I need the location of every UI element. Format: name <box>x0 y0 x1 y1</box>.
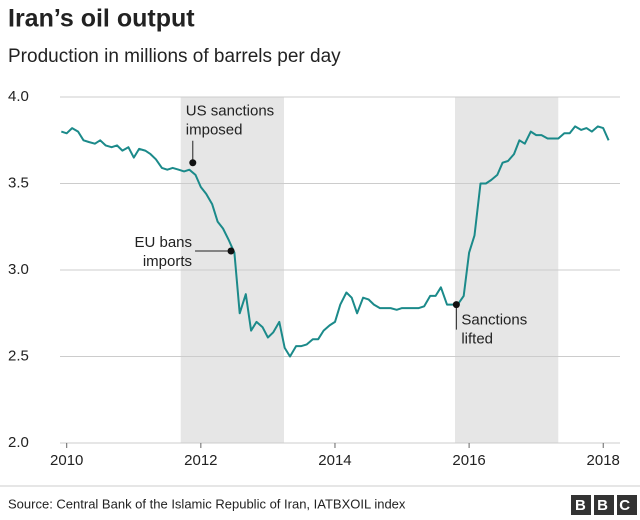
annotation-text: lifted <box>461 331 493 348</box>
x-tick-label: 2016 <box>452 452 485 469</box>
annotation-text: EU bans <box>134 234 192 251</box>
annotation-point <box>189 159 197 167</box>
x-tick-label: 2012 <box>184 452 217 469</box>
x-tick-label: 2018 <box>587 452 620 469</box>
annotation-point <box>227 247 235 255</box>
logo-text: BBC <box>575 497 640 514</box>
x-tick-label: 2014 <box>318 452 351 469</box>
y-tick-label: 4.0 <box>8 88 29 105</box>
chart-subtitle: Production in millions of barrels per da… <box>8 46 341 67</box>
logo-box <box>571 495 591 515</box>
annotation-text: Sanctions <box>461 312 527 329</box>
y-tick-label: 2.0 <box>8 434 29 451</box>
annotation-text: US sanctions <box>186 103 274 120</box>
logo-box <box>594 495 614 515</box>
annotation-text: imposed <box>186 122 243 139</box>
source: Source: Central Bank of the Islamic Repu… <box>8 496 406 511</box>
y-tick-label: 3.5 <box>8 174 29 191</box>
annotation-point <box>452 301 460 309</box>
y-tick-label: 3.0 <box>8 261 29 278</box>
logo: BBC <box>571 495 640 515</box>
x-tick-label: 2010 <box>50 452 83 469</box>
chart-title: Iran’s oil output <box>8 5 195 33</box>
logo-box <box>617 495 637 515</box>
y-tick-label: 2.5 <box>8 347 29 364</box>
annotation-text: imports <box>143 253 192 270</box>
data-line <box>60 125 610 358</box>
